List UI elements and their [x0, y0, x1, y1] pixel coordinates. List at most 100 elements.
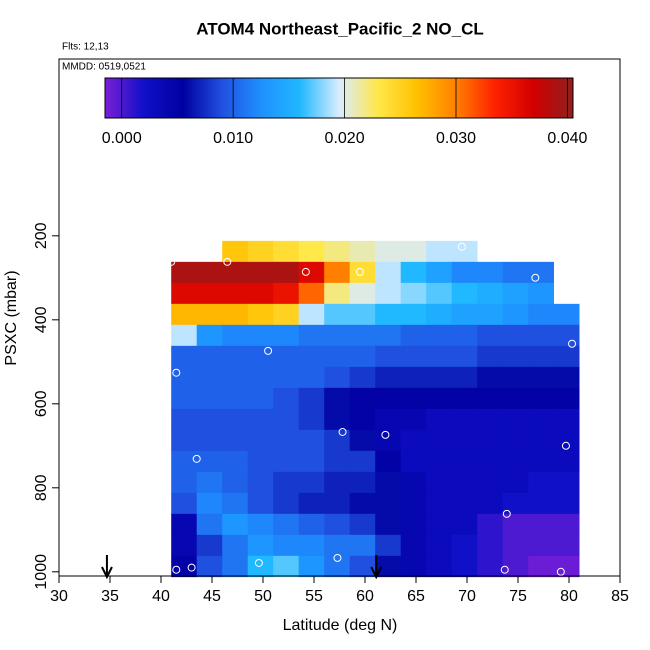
heatmap-cell — [298, 240, 325, 263]
heatmap-cell — [400, 513, 427, 536]
arrow-head — [101, 566, 113, 580]
heatmap-cell — [349, 282, 376, 305]
x-tick-label: 40 — [152, 588, 170, 605]
heatmap-cell — [273, 450, 299, 473]
heatmap-cell — [375, 555, 401, 578]
heatmap-cell — [324, 366, 350, 389]
heatmap-cell — [502, 492, 529, 515]
heatmap-cell — [349, 555, 376, 578]
heatmap-cell — [247, 408, 274, 431]
heatmap-cell — [375, 408, 401, 431]
heatmap-cell — [426, 450, 452, 473]
heatmap-cell — [222, 240, 248, 263]
heatmap-cell — [451, 534, 478, 557]
heatmap-cell — [298, 471, 325, 494]
heatmap-cell — [502, 555, 529, 578]
heatmap-cell — [324, 387, 350, 410]
y-axis-label: PSXC (mbar) — [3, 270, 20, 365]
heatmap-cell — [196, 450, 223, 473]
heatmap-cell — [298, 345, 325, 368]
heatmap-cell — [298, 450, 325, 473]
sample-point — [355, 267, 364, 276]
heatmap-cell — [273, 261, 299, 284]
heatmap-cell — [477, 324, 503, 347]
heatmap-cell — [477, 555, 503, 578]
x-tick-label: 50 — [254, 588, 272, 605]
heatmap-cell — [196, 303, 223, 326]
heatmap-cell — [477, 282, 503, 305]
heatmap-cell — [553, 303, 580, 326]
heatmap-cell — [528, 471, 554, 494]
heatmap-cell — [196, 471, 223, 494]
heatmap-cell — [528, 387, 554, 410]
heatmap-cell — [451, 471, 478, 494]
heatmap-cell — [451, 513, 478, 536]
heatmap-cell — [247, 450, 274, 473]
heatmap-cell — [528, 345, 554, 368]
sample-point — [381, 430, 390, 439]
heatmap-cell — [298, 261, 325, 284]
heatmap-cell — [451, 429, 478, 452]
arrow-marker — [370, 555, 383, 580]
heatmap-cell — [426, 366, 452, 389]
heatmap-cell — [477, 429, 503, 452]
heatmap-cell — [324, 534, 350, 557]
heatmap-cell — [451, 345, 478, 368]
heatmap-cell — [324, 240, 350, 263]
heatmap-cell — [426, 555, 452, 578]
x-tick-label: 75 — [509, 588, 527, 605]
heatmap-cell — [477, 534, 503, 557]
heatmap-cell — [349, 240, 376, 263]
heatmap-cell — [273, 408, 299, 431]
heatmap-cell — [451, 408, 478, 431]
heatmap-cell — [375, 534, 401, 557]
heatmap-cell — [400, 429, 427, 452]
heatmap-cell — [553, 450, 580, 473]
heatmap-cell — [349, 345, 376, 368]
heatmap-cell — [400, 366, 427, 389]
heatmap-cell — [502, 366, 529, 389]
heatmap-cell — [222, 345, 248, 368]
heatmap-cell — [222, 366, 248, 389]
heatmap-cell — [171, 534, 197, 557]
heatmap-cell — [273, 513, 299, 536]
heatmap-cell — [528, 429, 554, 452]
heatmap-cell — [196, 282, 223, 305]
heatmap-cell — [324, 555, 350, 578]
heatmap-cell — [502, 282, 529, 305]
heatmap-cell — [222, 408, 248, 431]
heatmap-cell — [273, 345, 299, 368]
heatmap-cell — [528, 282, 554, 305]
heatmap-cell — [247, 303, 274, 326]
chart-title: ATOM4 Northeast_Pacific_2 NO_CL — [196, 19, 484, 38]
heatmap-cell — [196, 387, 223, 410]
heatmap-cell — [247, 534, 274, 557]
heatmap-cell — [502, 387, 529, 410]
heatmap-cell — [426, 513, 452, 536]
heatmap-cell — [298, 282, 325, 305]
arrow-head — [370, 566, 383, 580]
heatmap-cell — [477, 450, 503, 473]
heatmap-cell — [553, 345, 580, 368]
x-tick-label: 30 — [50, 588, 68, 605]
heatmap-cell — [400, 303, 427, 326]
heatmap-cell — [324, 471, 350, 494]
sample-point — [568, 339, 577, 348]
heatmap-cell — [247, 345, 274, 368]
heatmap-cell — [400, 492, 427, 515]
heatmap-cell — [171, 555, 197, 578]
sample-point — [264, 346, 273, 355]
heatmap-cell — [273, 366, 299, 389]
heatmap-cell — [400, 471, 427, 494]
heatmap-cell — [247, 240, 274, 263]
heatmap-cell — [502, 345, 529, 368]
heatmap-cell — [400, 387, 427, 410]
heatmap-cell — [171, 429, 197, 452]
heatmap-cell — [171, 303, 197, 326]
heatmap-cell — [196, 324, 223, 347]
heatmap-cell — [196, 429, 223, 452]
colorbar-tick-label: 0.020 — [325, 130, 365, 147]
heatmap-cell — [171, 261, 197, 284]
heatmap-cell — [375, 240, 401, 263]
